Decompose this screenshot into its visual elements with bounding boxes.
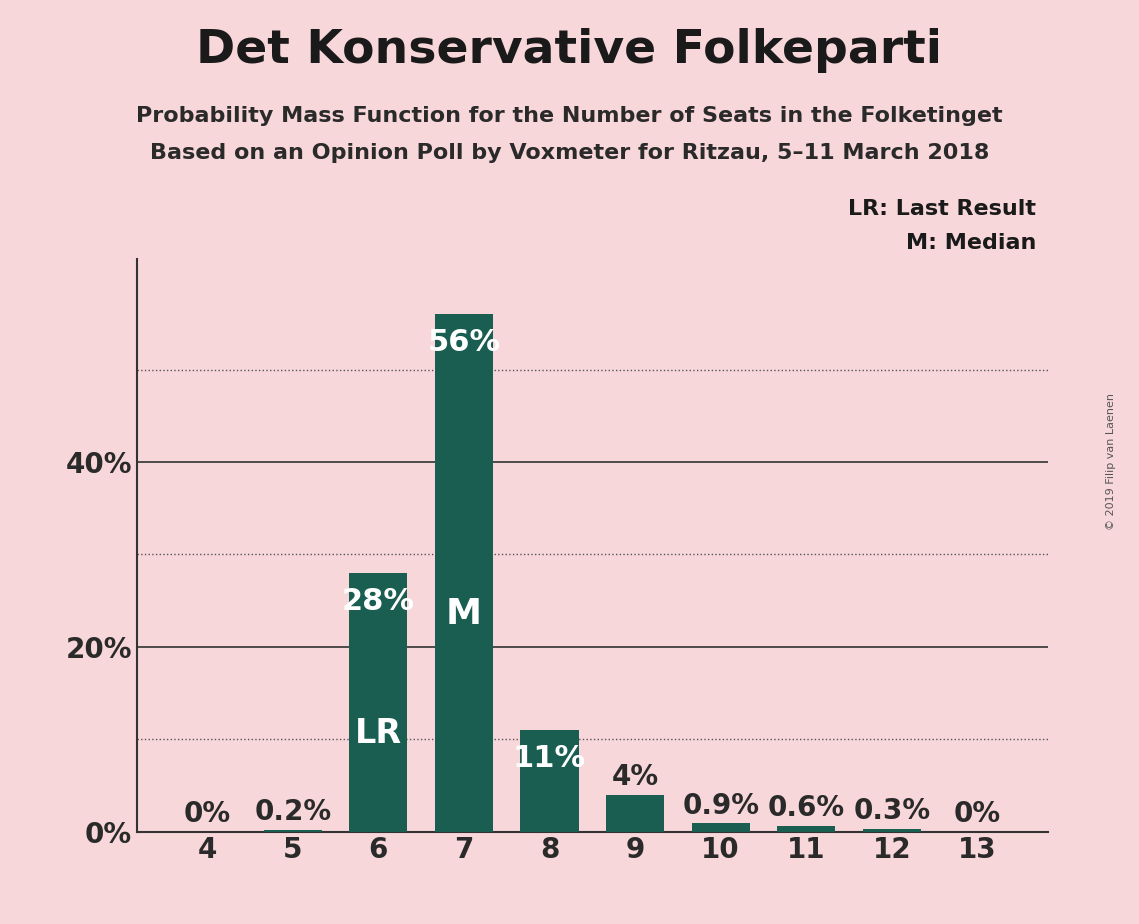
Text: LR: Last Result: LR: Last Result (849, 199, 1036, 219)
Text: 0%: 0% (183, 800, 231, 828)
Bar (521, 730, 579, 832)
Text: 28%: 28% (342, 587, 415, 615)
Text: 4%: 4% (612, 763, 658, 791)
Text: © 2019 Filip van Laenen: © 2019 Filip van Laenen (1106, 394, 1115, 530)
Bar (350, 573, 408, 832)
Bar (606, 795, 664, 832)
Text: 0.3%: 0.3% (853, 797, 931, 825)
Text: 56%: 56% (427, 328, 500, 357)
Text: Based on an Opinion Poll by Voxmeter for Ritzau, 5–11 March 2018: Based on an Opinion Poll by Voxmeter for… (150, 143, 989, 164)
Text: 0.6%: 0.6% (768, 795, 845, 822)
Text: LR: LR (354, 717, 402, 749)
Bar (862, 829, 921, 832)
Bar (435, 314, 493, 832)
Text: 0%: 0% (953, 800, 1001, 828)
Text: 0.9%: 0.9% (682, 792, 759, 820)
Text: M: Median: M: Median (907, 233, 1036, 253)
Text: 11%: 11% (513, 744, 587, 772)
Text: Det Konservative Folkeparti: Det Konservative Folkeparti (197, 28, 942, 73)
Bar (263, 830, 322, 832)
Bar (777, 826, 835, 832)
Bar (691, 823, 749, 832)
Text: 0.2%: 0.2% (254, 798, 331, 826)
Text: Probability Mass Function for the Number of Seats in the Folketinget: Probability Mass Function for the Number… (137, 106, 1002, 127)
Text: M: M (445, 597, 482, 631)
